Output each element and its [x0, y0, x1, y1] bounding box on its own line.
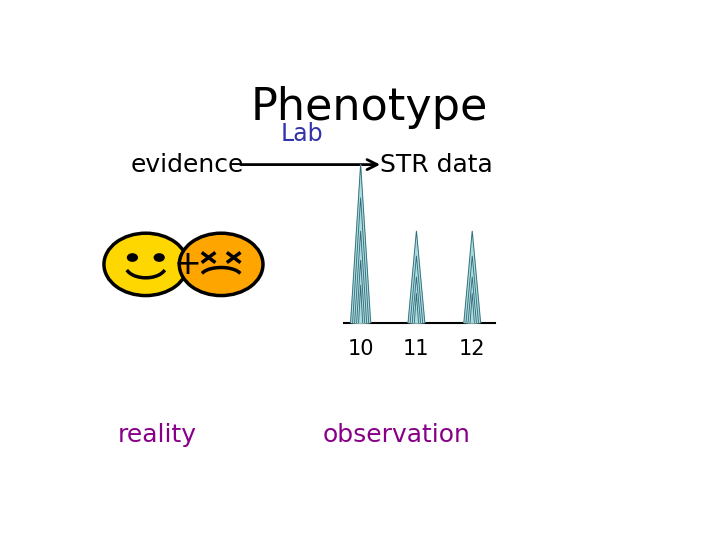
Polygon shape: [413, 277, 420, 322]
Text: reality: reality: [117, 423, 197, 447]
Polygon shape: [408, 231, 425, 322]
Text: observation: observation: [323, 423, 471, 447]
Text: Phenotype: Phenotype: [251, 85, 487, 129]
Circle shape: [127, 254, 138, 261]
Text: 10: 10: [347, 339, 374, 359]
Polygon shape: [464, 231, 481, 322]
Polygon shape: [470, 294, 474, 322]
Text: STR data: STR data: [379, 153, 492, 177]
Polygon shape: [414, 294, 418, 322]
Circle shape: [179, 233, 263, 295]
Text: 12: 12: [459, 339, 485, 359]
Polygon shape: [466, 256, 479, 322]
Polygon shape: [356, 260, 364, 322]
Text: Lab: Lab: [281, 122, 323, 146]
Polygon shape: [353, 198, 369, 322]
Text: +: +: [174, 248, 202, 281]
Circle shape: [154, 254, 164, 261]
Polygon shape: [410, 256, 423, 322]
Text: evidence: evidence: [131, 153, 244, 177]
Polygon shape: [351, 165, 371, 322]
Polygon shape: [355, 231, 366, 322]
Polygon shape: [468, 277, 477, 322]
Circle shape: [104, 233, 188, 295]
Polygon shape: [359, 285, 363, 322]
Text: 11: 11: [403, 339, 430, 359]
